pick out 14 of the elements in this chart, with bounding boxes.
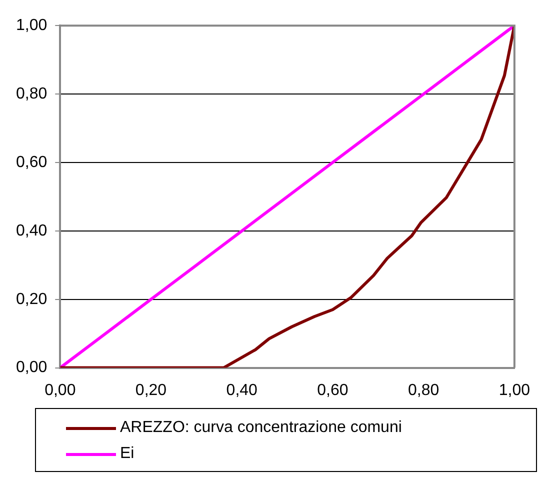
x-tick-label: 0,00 <box>44 382 76 399</box>
y-tick-label: 0,20 <box>16 290 48 308</box>
x-tick-label: 0,20 <box>135 382 167 399</box>
y-tick-label: 0,60 <box>16 154 48 171</box>
y-tick-label: 0,80 <box>16 85 48 102</box>
y-tick-label: 1,00 <box>16 17 48 34</box>
x-tick-label: 0,60 <box>317 382 348 399</box>
x-tick-label: 0,40 <box>226 382 258 399</box>
y-tick-label: 0,00 <box>16 359 48 376</box>
x-tick-label: 0,80 <box>408 382 440 399</box>
legend-label: AREZZO: curva concentrazione comuni <box>120 419 402 437</box>
y-tick-label: 0,40 <box>16 222 48 240</box>
legend-label: Ei <box>120 445 134 463</box>
x-tick-label: 1,00 <box>498 382 530 399</box>
